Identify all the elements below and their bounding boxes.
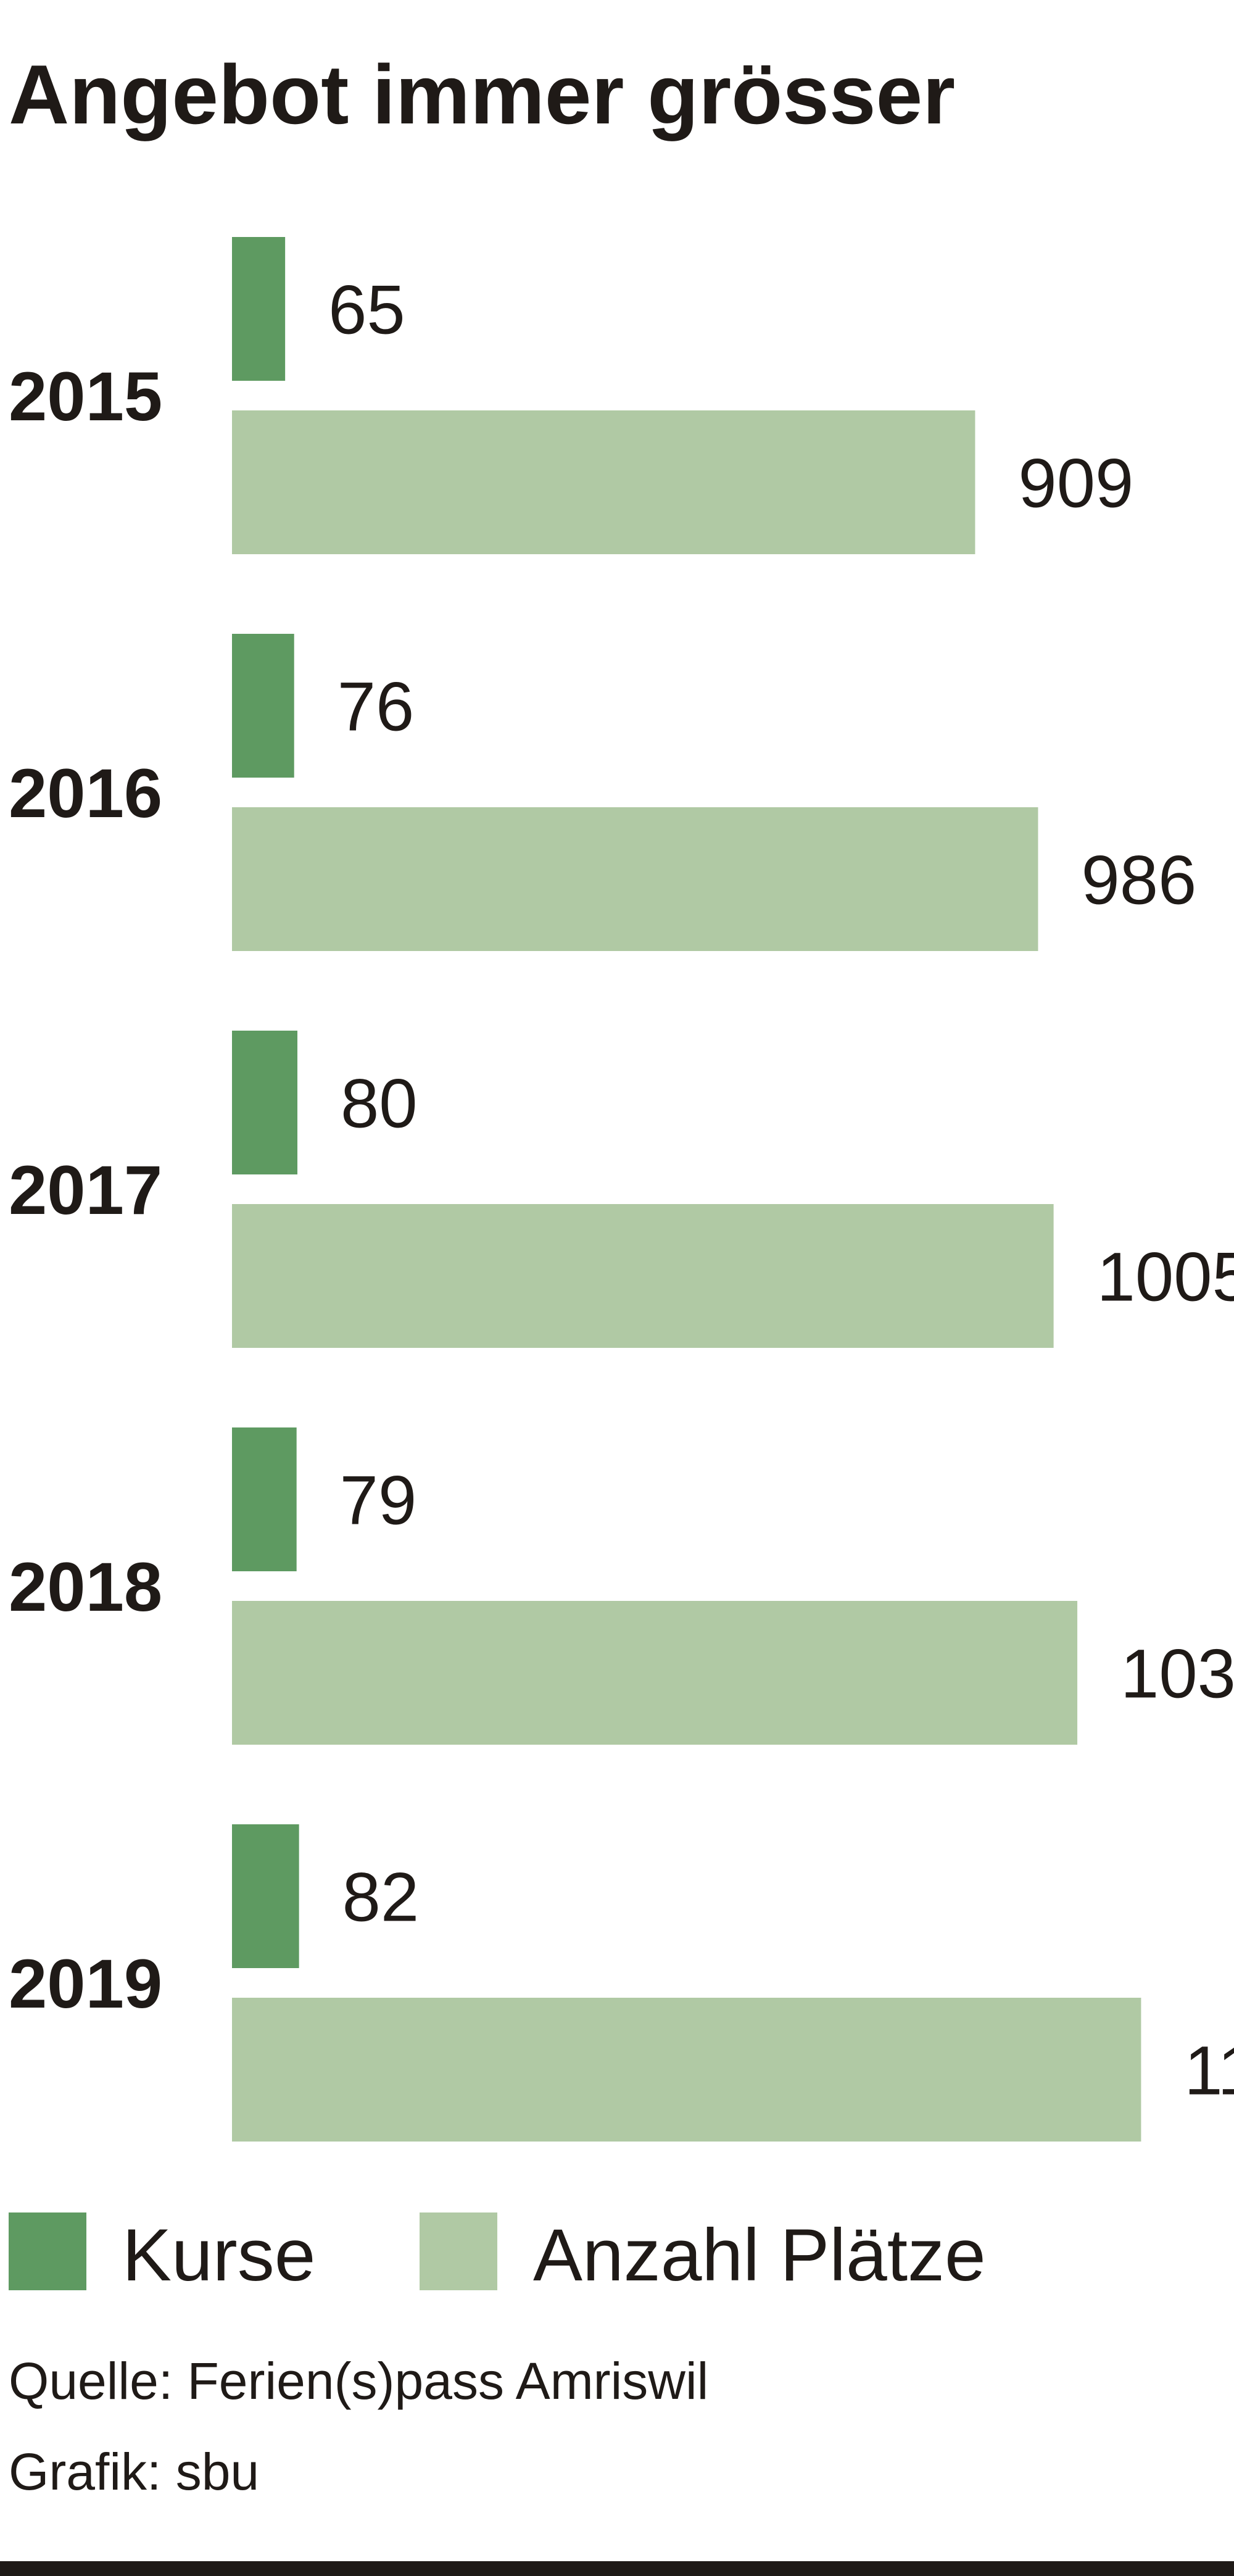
category-label-2016: 2016 [9, 755, 162, 832]
value-label-kurse-2017: 80 [341, 1065, 418, 1142]
legend-item-kurse: Kurse [9, 2212, 315, 2296]
bar-group-2015: 65 909 2015 [9, 237, 1133, 554]
legend-swatch-anzahl-pl-tze [420, 2212, 497, 2290]
bar-kurse-2015 [232, 237, 286, 381]
bar-group-2016: 76 986 2016 [9, 634, 1196, 951]
bar-kurse-2019 [232, 1824, 299, 1968]
bar-anzahl-pl-tze-2019 [232, 1998, 1141, 2142]
value-label-kurse-2015: 65 [328, 272, 405, 349]
value-label-kurse-2018: 79 [340, 1462, 417, 1539]
bar-kurse-2017 [232, 1031, 297, 1174]
value-label-anzahl-pl-tze-2018: 1034 [1120, 1635, 1234, 1713]
value-label-anzahl-pl-tze-2015: 909 [1018, 445, 1133, 522]
legend-item-anzahl-pl-tze: Anzahl Plätze [420, 2212, 986, 2296]
chart-title: Angebot immer grösser [9, 48, 955, 141]
bar-group-2018: 79 1034 2018 [9, 1427, 1234, 1745]
legend-label-anzahl-pl-tze: Anzahl Plätze [533, 2214, 986, 2296]
legend: Kurse Anzahl Plätze [9, 2212, 986, 2296]
bar-anzahl-pl-tze-2018 [232, 1601, 1078, 1745]
bars-layer: 65 909 2015 76 986 2016 80 1005 2017 79 1034 2018 82… [9, 237, 1234, 2142]
bar-anzahl-pl-tze-2015 [232, 410, 975, 554]
value-label-anzahl-pl-tze-2016: 986 [1081, 842, 1196, 919]
value-label-anzahl-pl-tze-2017: 1005 [1097, 1239, 1234, 1316]
category-label-2017: 2017 [9, 1152, 162, 1229]
legend-swatch-kurse [9, 2212, 86, 2290]
bottom-rule [0, 2561, 1234, 2576]
category-label-2018: 2018 [9, 1548, 162, 1626]
bar-group-2019: 82 1112 2019 [9, 1824, 1234, 2142]
bar-kurse-2018 [232, 1427, 297, 1571]
bar-anzahl-pl-tze-2017 [232, 1204, 1054, 1348]
category-label-2019: 2019 [9, 1945, 162, 2022]
source-note: Quelle: Ferien(s)pass Amriswil [9, 2352, 708, 2410]
bar-group-2017: 80 1005 2017 [9, 1031, 1234, 1348]
legend-label-kurse: Kurse [122, 2214, 315, 2296]
credit-note: Grafik: sbu [9, 2443, 259, 2501]
bar-anzahl-pl-tze-2016 [232, 807, 1038, 951]
bar-kurse-2016 [232, 634, 294, 778]
value-label-anzahl-pl-tze-2019: 1112 [1184, 2032, 1234, 2109]
category-label-2015: 2015 [9, 358, 162, 435]
value-label-kurse-2019: 82 [342, 1859, 420, 1936]
value-label-kurse-2016: 76 [337, 668, 415, 746]
